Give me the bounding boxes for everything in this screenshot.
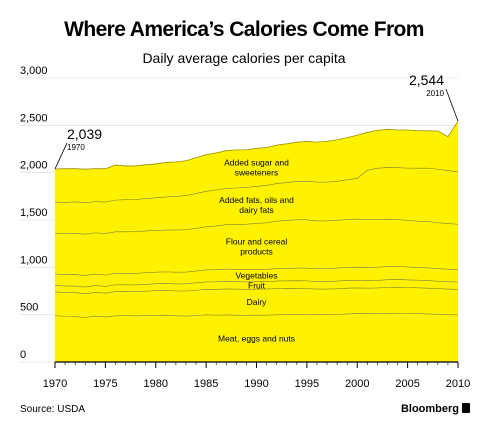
series-label: Meat, eggs and nuts <box>218 334 295 344</box>
chart-subtitle: Daily average calories per capita <box>142 50 346 66</box>
series-boundary-line <box>54 286 459 294</box>
series-boundary-line <box>54 279 459 288</box>
series-label-line: Flour and cereal <box>226 236 288 246</box>
x-tick-label: 1980 <box>144 378 168 390</box>
callout-value-1970: 2,039 <box>67 126 102 142</box>
x-tick-label: 2000 <box>345 378 369 390</box>
series-label-line: Added fats, oils and <box>219 195 294 205</box>
x-tick-label: 2010 <box>446 378 470 390</box>
brand-logo: Bloomberg <box>401 403 470 415</box>
series-boundary-line <box>54 167 459 203</box>
callout-year-2010: 2010 <box>426 89 444 98</box>
y-tick-label: 0 <box>20 349 26 361</box>
x-tick-label: 1990 <box>244 378 268 390</box>
series-label: Added fats, oils and dairy fats <box>219 195 294 215</box>
series-label-line: Added sugar and <box>224 157 289 167</box>
callout-value-2010: 2,544 <box>409 72 444 88</box>
y-tick-label: 2,000 <box>20 160 48 172</box>
series-label: Flour and cereal products <box>226 236 288 256</box>
area-layers <box>54 120 459 362</box>
series-boundary-line <box>54 120 459 170</box>
source-note: Source: USDA <box>20 404 86 415</box>
brand-name: Bloomberg <box>400 403 459 415</box>
x-tick-label: 1975 <box>93 378 117 390</box>
y-tick-label: 3,000 <box>20 65 48 77</box>
series-boundary-line <box>54 218 459 235</box>
callout-year-1970: 1970 <box>67 143 85 152</box>
callout-leader-2010 <box>445 89 459 122</box>
series-label: Fruit <box>248 280 266 290</box>
x-tick-label: 1985 <box>194 378 218 390</box>
brand-mark-icon <box>462 403 470 413</box>
series-label-line: Fruit <box>248 280 266 290</box>
series-label-line: dairy fats <box>239 205 274 215</box>
series-label-line: Vegetables <box>235 271 277 281</box>
series-label-line: sweeteners <box>235 167 278 177</box>
x-tick-label: 1970 <box>43 378 67 390</box>
y-tick-label: 2,500 <box>20 112 48 124</box>
series-label: Added sugar and sweeteners <box>224 157 289 177</box>
series-label: Vegetables <box>235 271 277 281</box>
series-boundary-line <box>54 266 459 276</box>
series-label: Dairy <box>247 297 268 307</box>
x-axis: 1970 1975 1980 1985 1990 1995 2000 2005 2010 <box>43 361 470 390</box>
x-tick-label: 2005 <box>395 378 419 390</box>
series-label-line: Dairy <box>247 297 268 307</box>
y-tick-label: 1,500 <box>20 207 48 219</box>
y-tick-label: 1,000 <box>20 254 48 266</box>
y-tick-label: 500 <box>20 302 38 314</box>
series-boundary-line <box>54 312 459 318</box>
x-tick-label: 1995 <box>295 378 319 390</box>
callout-leader-1970 <box>54 142 68 170</box>
area-fill <box>55 121 458 362</box>
series-label-line: products <box>240 246 273 256</box>
y-axis-labels: 0 500 1,000 1,500 2,000 2,500 3,000 <box>20 65 48 361</box>
chart-title: Where America’s Calories Come From <box>64 18 424 41</box>
series-label-line: Meat, eggs and nuts <box>218 334 295 344</box>
